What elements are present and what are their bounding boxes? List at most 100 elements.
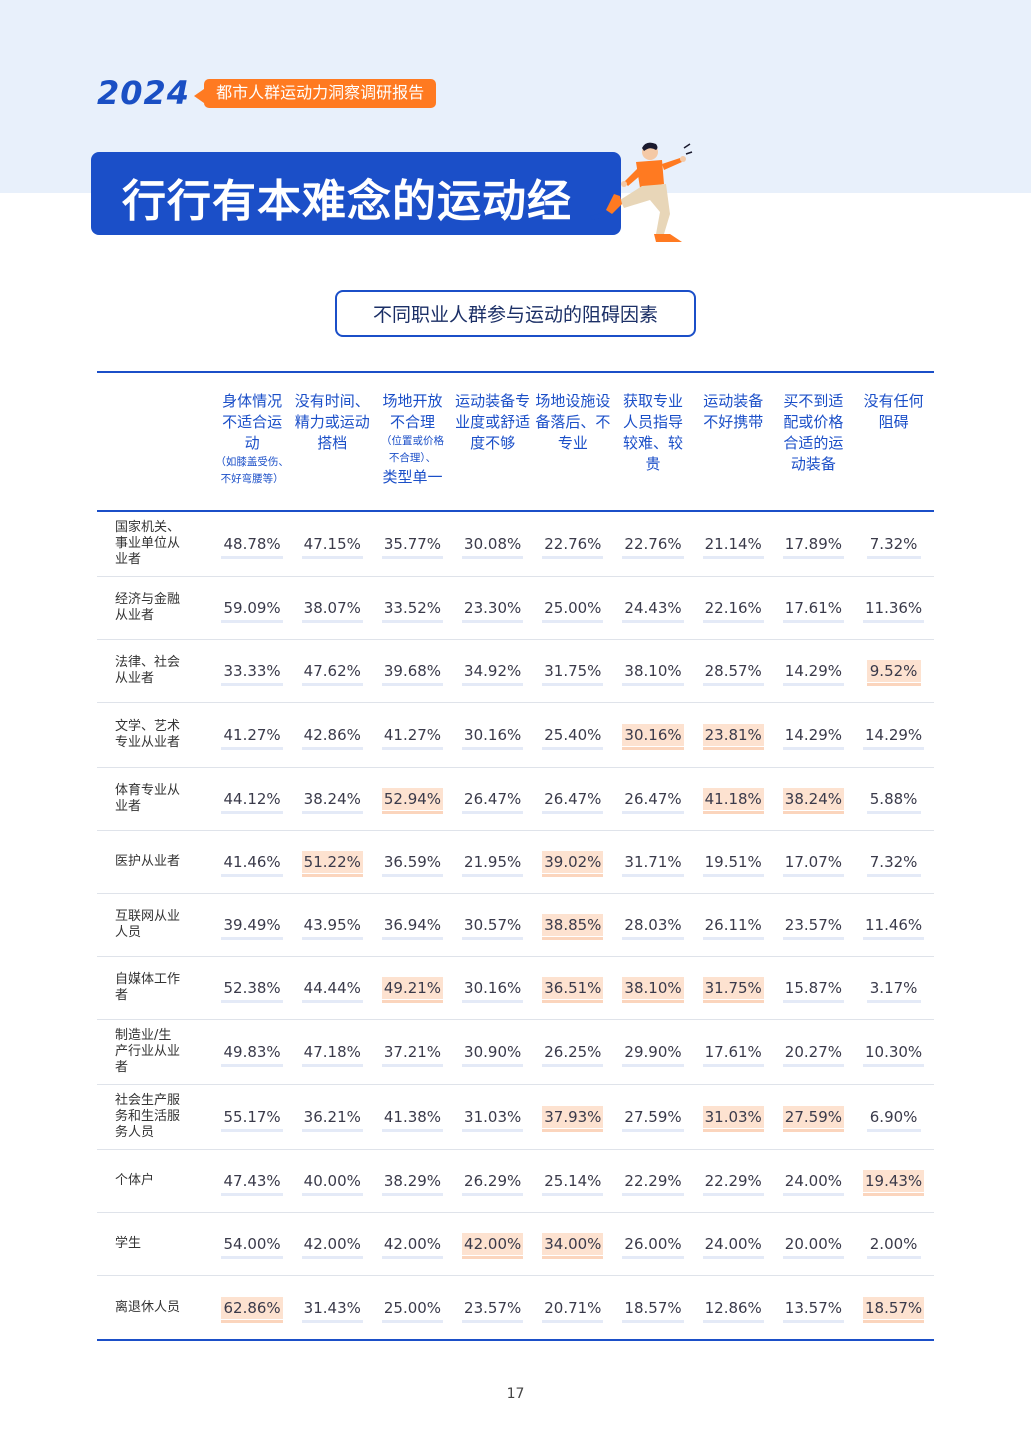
table-cell: 22.29% [693,1170,773,1196]
table-cell: 38.07% [292,597,372,623]
cell-value: 38.07% [301,599,364,623]
table-cell: 18.57% [854,1296,934,1323]
header-label: 买不到适配或价格合适的运动装备 [783,392,844,473]
cell-value: 11.36% [862,599,925,623]
cell-value: 42.86% [301,726,364,750]
cell-value: 27.59% [622,1108,684,1132]
cell-value: 23.81% [702,724,765,750]
table-row: 学生 54.00% 42.00% 42.00% 42.00% 34.00% 26.00% 24… [97,1213,934,1276]
table-cell: 49.21% [372,977,452,1003]
table-cell: 26.29% [453,1170,533,1196]
cell-value: 31.71% [622,853,684,877]
table-cell: 15.87% [773,977,853,1003]
table-row: 法律、社会从业者 33.33% 47.62% 39.68% 34.92% 31.75% 38… [97,640,934,703]
table-cell: 37.21% [372,1041,452,1067]
table-cell: 17.89% [773,533,853,559]
cell-value: 24.43% [622,599,684,623]
cell-value: 49.83% [221,1043,283,1067]
report-tag: 都市人群运动力洞察调研报告 [194,78,437,108]
cell-value: 31.75% [542,662,604,686]
cell-value: 41.27% [381,726,444,750]
cell-value: 51.22% [301,851,364,877]
table-cell: 30.90% [453,1041,533,1067]
table-cell: 31.03% [693,1106,773,1132]
table-cell: 44.44% [292,977,372,1003]
hero-banner: 行行有本难念的运动经 [91,152,621,235]
cell-value: 2.00% [866,1233,921,1259]
cell-value: 18.57% [862,1296,925,1323]
row-label: 个体户 [115,1173,155,1188]
table-cell: 42.00% [292,1233,372,1259]
table-cell: 10.30% [854,1041,934,1067]
table-cell: 34.92% [453,660,533,686]
cell-value: 3.17% [866,977,921,1003]
table-cell: 38.29% [372,1170,452,1196]
row-label: 制造业/生产行业从业者 [115,1028,181,1075]
cell-value: 31.03% [462,1108,524,1132]
cell-value: 28.03% [622,916,684,940]
cell-value: 47.18% [301,1043,364,1067]
cell-value: 34.92% [462,662,524,686]
row-label: 学生 [115,1236,142,1251]
table-cell: 21.14% [693,533,773,559]
table-cell: 23.57% [453,1297,533,1323]
cell-value: 12.86% [702,1298,765,1323]
table-cell: 17.07% [773,851,853,877]
table-cell: 17.61% [693,1041,773,1067]
cell-value: 14.29% [862,726,925,750]
header-time: 没有时间、精力或运动搭档 [292,373,372,510]
table-header-rule [97,510,934,512]
cell-value: 26.11% [702,916,765,940]
cell-value: 19.43% [862,1170,925,1196]
cell-value: 27.59% [782,1106,845,1132]
table-cell: 28.03% [613,914,693,940]
table-cell: 26.00% [613,1233,693,1259]
header-label: 场地开放不合理 [382,392,443,431]
table-row: 个体户 47.43% 40.00% 38.29% 26.29% 25.14% 22.29% 2… [97,1150,934,1213]
table-cell: 22.76% [533,533,613,559]
report-brand: 2024 都市人群运动力洞察调研报告 [97,74,437,112]
table-cell: 39.02% [533,851,613,877]
cell-value: 21.14% [702,535,765,559]
cell-value: 25.14% [542,1172,604,1196]
header-label: 运动装备专业度或舒适度不够 [455,392,531,452]
cell-value: 14.29% [782,662,845,686]
table-cell: 17.61% [773,597,853,623]
table-cell: 41.18% [693,788,773,814]
table-cell: 36.59% [372,851,452,877]
cell-value: 30.16% [622,724,684,750]
table-cell: 62.86% [212,1296,292,1323]
table-cell: 24.00% [773,1170,853,1196]
cell-value: 31.75% [702,977,765,1003]
row-label: 体育专业从业者 [115,783,181,814]
table-cell: 31.43% [292,1297,372,1323]
cell-value: 22.76% [542,535,604,559]
cell-value: 30.57% [462,916,524,940]
cell-value: 26.47% [622,790,684,814]
table-cell: 38.85% [533,914,613,940]
table-cell: 11.36% [854,597,934,623]
cell-value: 22.29% [622,1172,684,1196]
cell-value: 15.87% [782,979,845,1003]
header-physical: 身体情况不适合运动 （如膝盖受伤、不好弯腰等） [212,373,292,510]
cell-value: 38.24% [301,790,364,814]
cell-value: 41.18% [702,788,765,814]
cell-value: 36.59% [381,853,444,877]
row-label: 法律、社会从业者 [115,655,181,686]
table-cell: 22.16% [693,597,773,623]
cell-value: 36.94% [381,916,444,940]
cell-value: 17.89% [782,535,845,559]
table-row: 互联网从业人员 39.49% 43.95% 36.94% 30.57% 38.85% 28.… [97,894,934,957]
table-cell: 35.77% [372,533,452,559]
table-cell: 25.40% [533,724,613,750]
cell-value: 6.90% [866,1106,921,1132]
cell-value: 33.52% [381,599,444,623]
cell-value: 26.25% [542,1043,604,1067]
table-cell: 20.27% [773,1041,853,1067]
table-cell: 9.52% [854,660,934,686]
cell-value: 44.44% [301,979,364,1003]
table-cell: 23.30% [453,597,533,623]
table-row: 制造业/生产行业从业者 49.83% 47.18% 37.21% 30.90% 26.25… [97,1020,934,1085]
table-cell: 30.16% [613,724,693,750]
table-cell: 31.75% [693,977,773,1003]
